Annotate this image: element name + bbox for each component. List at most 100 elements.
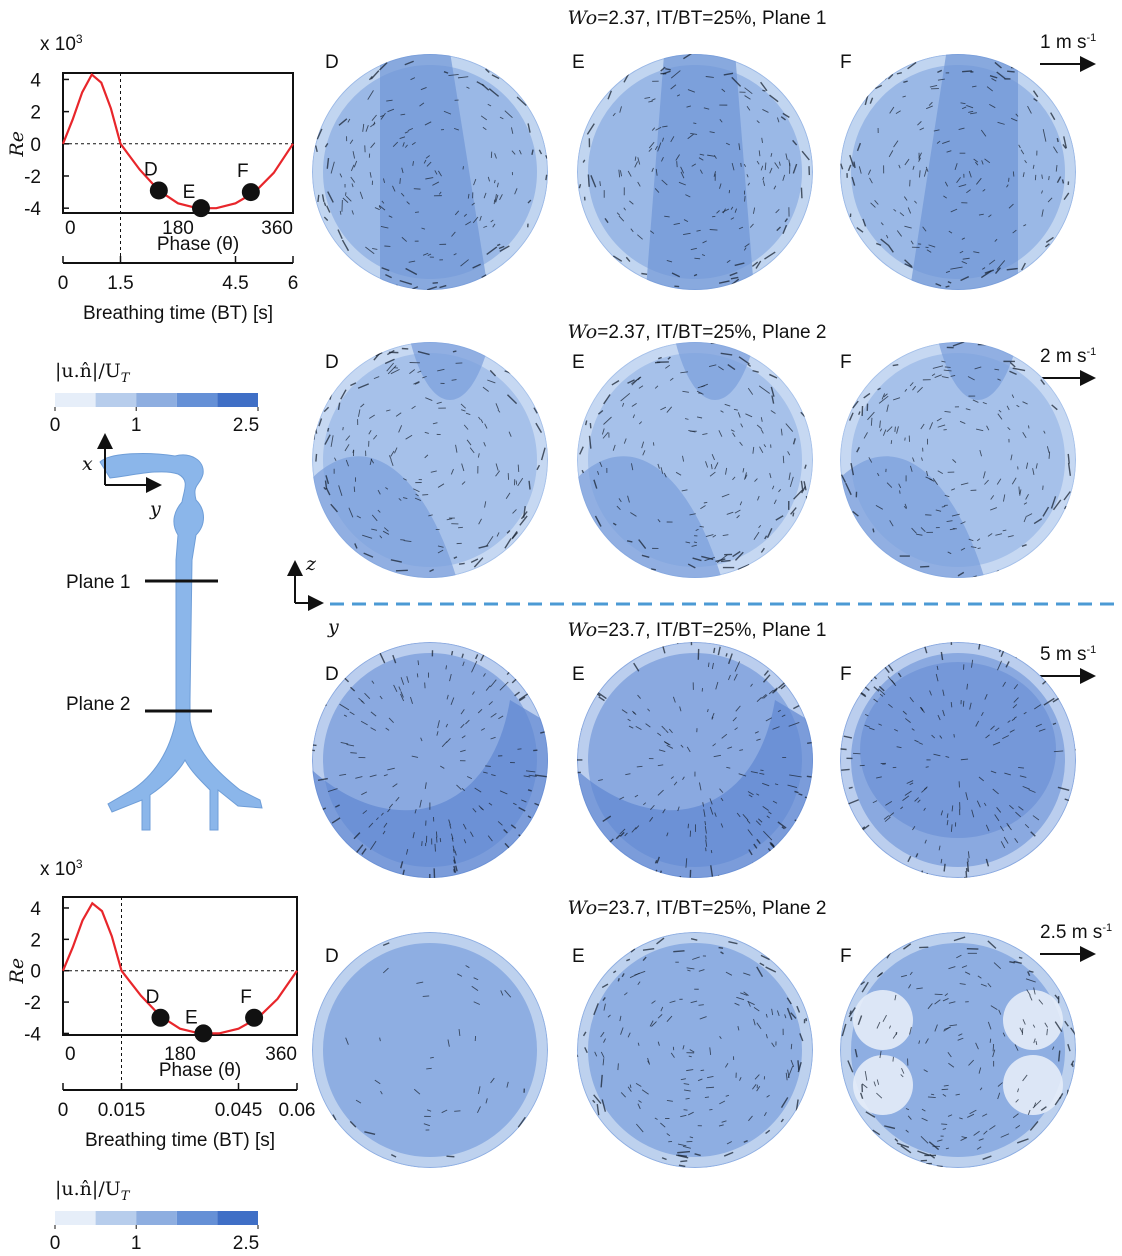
- vector: [993, 1044, 994, 1051]
- vector: [945, 367, 951, 368]
- field-patch: [860, 662, 1056, 838]
- vector: [507, 666, 515, 675]
- panel-letter: E: [572, 664, 585, 685]
- colorbar-swatch: [136, 393, 177, 407]
- panel-letter: D: [325, 52, 339, 73]
- vector: [601, 841, 609, 849]
- vector: [807, 743, 812, 744]
- colorbar-label-main: |u.n̂|/U: [55, 360, 121, 382]
- vortex: [853, 990, 913, 1050]
- vector: [937, 1166, 943, 1167]
- vector: [485, 766, 491, 767]
- vector: [600, 181, 601, 186]
- panel-letter: E: [572, 352, 585, 373]
- vector: [1075, 749, 1083, 750]
- vector: [849, 787, 853, 788]
- vector: [673, 951, 684, 952]
- vector: [753, 863, 756, 868]
- scale-label: 2.5 m s-1: [1040, 922, 1112, 943]
- scale-label-exp: -1: [1086, 32, 1096, 44]
- vector: [900, 490, 901, 493]
- vector: [417, 673, 418, 677]
- y-axis-label: Re: [6, 958, 28, 985]
- vortex: [1003, 990, 1063, 1050]
- vector: [726, 653, 727, 656]
- vector: [963, 701, 964, 707]
- vector: [679, 876, 680, 884]
- vector: [463, 166, 464, 169]
- point-label: D: [146, 987, 160, 1008]
- x-axis-label: Breathing time (BT) [s]: [83, 303, 273, 324]
- x-axis-label: Breathing time (BT) [s]: [85, 1130, 275, 1151]
- y-tick-label: 0: [30, 962, 41, 983]
- vector: [440, 838, 441, 842]
- panel-title-rest: =2.37, IT/BT=25%, Plane 1: [597, 8, 826, 29]
- colorbar-swatch: [136, 1211, 177, 1225]
- colorbar-label: |u.n̂|/UT: [55, 360, 131, 386]
- figure: x y Plane 1 Plane 2 z y 420-2-4x 103Re01…: [0, 0, 1122, 1256]
- airway-x-label: x: [82, 453, 93, 475]
- vector: [701, 1070, 705, 1071]
- y-multiplier-base: x 10: [40, 859, 76, 880]
- vector: [518, 465, 519, 472]
- vector: [618, 978, 619, 981]
- vector: [1067, 1090, 1068, 1100]
- vector: [316, 454, 317, 462]
- vector: [791, 1044, 792, 1049]
- vector-field: [577, 42, 813, 302]
- inset-y-label: y: [327, 616, 339, 638]
- y-tick-label: 4: [30, 899, 41, 920]
- vector: [454, 869, 455, 872]
- y-multiplier-exp: 3: [76, 32, 83, 46]
- vector: [719, 875, 720, 881]
- phase-tick-label: 0: [65, 1044, 76, 1065]
- y-multiplier: x 103: [40, 857, 83, 880]
- colorbar-swatch: [217, 1211, 258, 1225]
- panel-letter: E: [572, 946, 585, 967]
- vector: [805, 797, 808, 798]
- vector: [895, 427, 896, 432]
- vector: [931, 1094, 934, 1095]
- vector: [302, 749, 313, 750]
- panel-title-rest: =23.7, IT/BT=25%, Plane 1: [597, 620, 826, 641]
- plane-1-label: Plane 1: [66, 572, 130, 593]
- vector: [1049, 176, 1050, 180]
- vector: [807, 776, 812, 777]
- vector: [1022, 1028, 1023, 1035]
- panel-title-wo: Wo: [568, 897, 598, 919]
- colorbar-tick-label: 0: [50, 415, 61, 436]
- vector-field: [565, 635, 825, 890]
- vector: [965, 877, 966, 890]
- vector: [893, 365, 899, 366]
- vector: [729, 190, 730, 193]
- phase-point: [150, 181, 168, 199]
- vector: [453, 351, 456, 352]
- panel-title: Wo=2.37, IT/BT=25%, Plane 1: [568, 7, 827, 29]
- colorbar-swatch: [217, 393, 258, 407]
- vector: [418, 660, 419, 665]
- panel-letter: F: [840, 664, 852, 685]
- panel-letter: F: [840, 946, 852, 967]
- vector: [990, 1039, 991, 1043]
- vector: [519, 835, 528, 843]
- scale-label-unit: 2.5 m s: [1040, 922, 1102, 943]
- vector-field: [310, 340, 548, 590]
- scale-label: 2 m s-1: [1040, 346, 1096, 367]
- x-tick-label: 0.045: [215, 1100, 263, 1121]
- x-tick-label: 1.5: [107, 273, 133, 294]
- vector: [1016, 649, 1021, 658]
- vector: [806, 1018, 807, 1021]
- colorbar-label-sub: T: [121, 371, 131, 386]
- vector: [546, 175, 547, 180]
- vector: [1003, 530, 1007, 531]
- vector: [905, 438, 906, 441]
- airway-y-label: y: [149, 498, 161, 520]
- y-multiplier-exp: 3: [76, 857, 83, 871]
- vector: [710, 230, 718, 231]
- vector-field: [312, 42, 548, 302]
- y-tick-label: -4: [24, 199, 41, 220]
- colorbar-label: |u.n̂|/UT: [55, 1178, 131, 1204]
- inset-z-label: z: [305, 553, 317, 575]
- colorbar-tick-label: 0: [50, 1233, 61, 1254]
- phase-point: [245, 1009, 263, 1027]
